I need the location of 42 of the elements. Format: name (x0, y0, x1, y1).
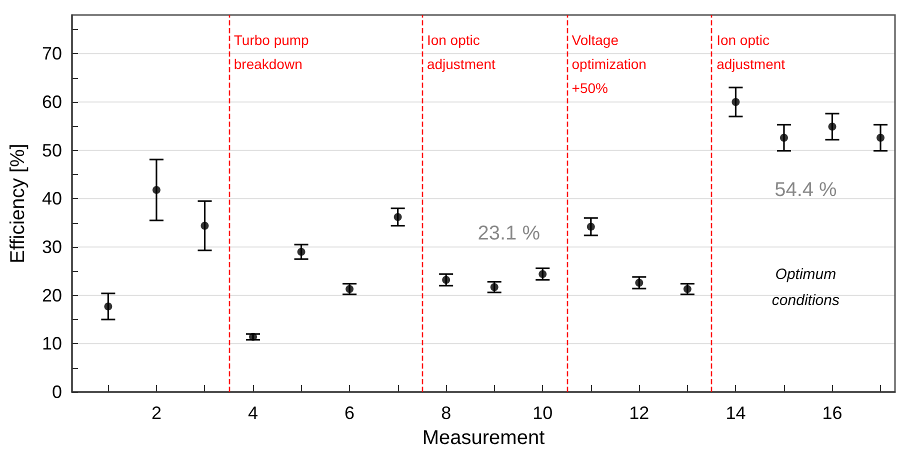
x-tick-label: 12 (629, 403, 650, 423)
y-axis-title: Efficiency [%] (7, 144, 29, 264)
x-tick-label: 6 (344, 403, 355, 423)
y-tick-label: 10 (42, 334, 62, 354)
point (249, 332, 258, 341)
x-tick-label: 14 (726, 403, 746, 423)
point (200, 222, 209, 230)
point (346, 285, 354, 294)
point (538, 270, 547, 278)
x-tick-label: 10 (532, 403, 553, 423)
point (490, 283, 498, 292)
y-tick-label: 50 (42, 140, 62, 160)
point (394, 213, 402, 222)
y-tick-label: 60 (42, 92, 62, 112)
point (683, 285, 692, 294)
ref-line-label: Voltage optimization +50% (572, 32, 646, 96)
ref-line-label: Ion optic adjustment (426, 32, 496, 72)
ref-line-label: Ion optic adjustment (716, 32, 786, 72)
annotation: Optimum conditions (772, 266, 840, 309)
y-tick-label: 40 (42, 188, 62, 209)
point (152, 186, 160, 194)
y-tick-label: 0 (52, 382, 62, 402)
y-tick-label: 70 (42, 44, 62, 64)
point (297, 248, 306, 256)
x-tick-label: 2 (151, 403, 162, 423)
annotation: 54.4 % (774, 178, 838, 201)
y-tick-label: 30 (42, 237, 62, 257)
x-tick-label: 4 (248, 403, 258, 423)
x-axis-title: Measurement (422, 427, 546, 449)
point (876, 134, 885, 142)
ref-line-label: Turbo pump breakdown (234, 32, 310, 72)
point (828, 122, 836, 131)
annotation: 23.1 % (478, 222, 540, 244)
x-tick-label: 16 (822, 403, 842, 423)
point (586, 222, 595, 231)
point (780, 134, 788, 142)
point (104, 302, 112, 310)
point (442, 276, 450, 284)
point (732, 98, 740, 106)
y-tick-label: 20 (42, 285, 62, 306)
x-tick-label: 8 (441, 403, 452, 423)
point (635, 278, 644, 287)
